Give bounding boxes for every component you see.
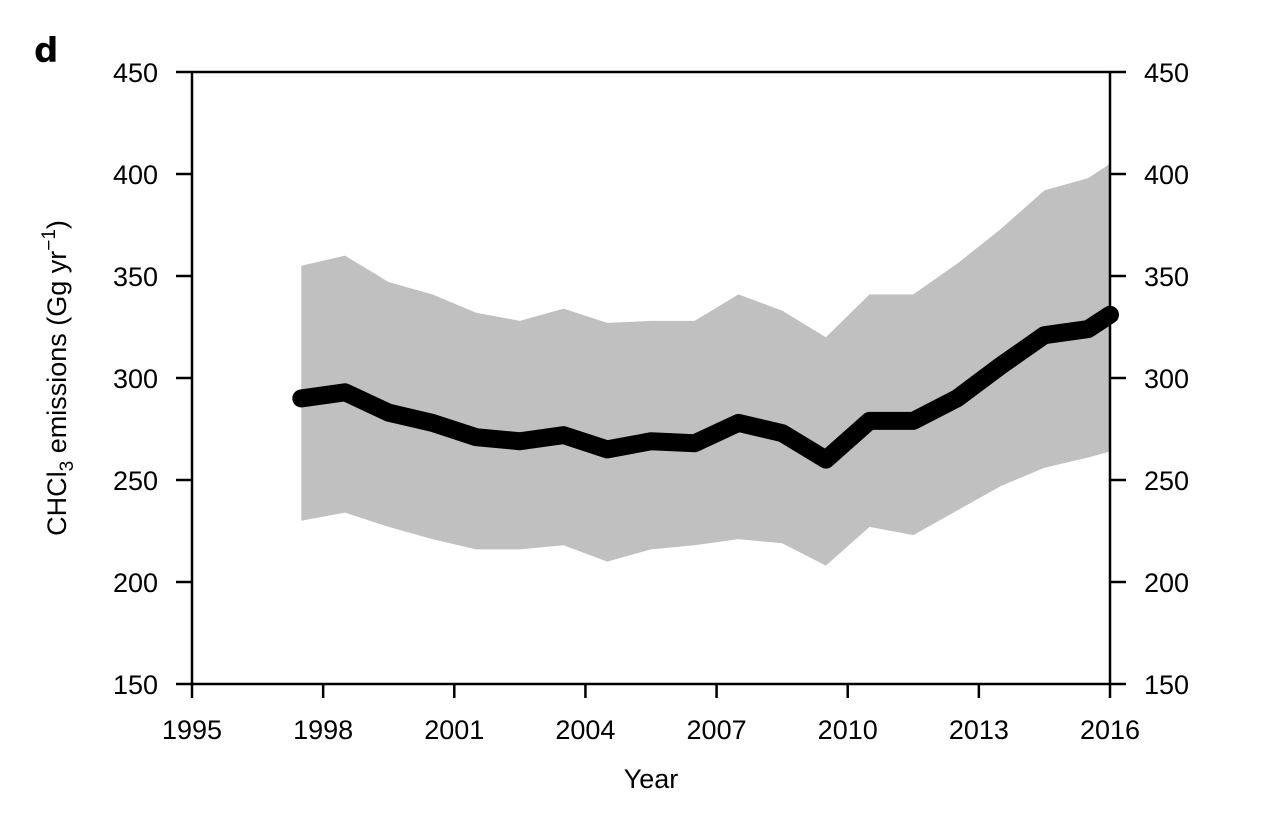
y-tick-label-left: 200: [113, 568, 158, 598]
x-tick-label: 2010: [818, 715, 878, 745]
y-tick-label-right: 350: [1144, 262, 1189, 292]
y-tick-label-right: 250: [1144, 466, 1189, 496]
y-tick-label-right: 150: [1144, 670, 1189, 700]
mean-emissions-point: [693, 442, 696, 445]
x-tick-label: 2004: [555, 715, 615, 745]
mean-emissions-point: [300, 397, 303, 400]
mean-emissions-point: [387, 411, 390, 414]
mean-emissions-point: [1043, 334, 1046, 337]
y-tick-label-left: 250: [113, 466, 158, 496]
y-tick-label-right: 200: [1144, 568, 1189, 598]
mean-emissions-point: [431, 421, 434, 424]
x-tick-label: 2013: [949, 715, 1009, 745]
y-axis-title: CHCl3 emissions (Gg yr−1): [39, 220, 78, 536]
mean-emissions-point: [650, 440, 652, 443]
mean-emissions-line: [292, 305, 1119, 469]
x-tick-label: 1995: [162, 715, 222, 745]
x-axis-title: Year: [624, 764, 679, 794]
panel-label: d: [34, 31, 58, 71]
y-axis-title-sub: 3: [57, 461, 78, 472]
y-axis-title-mid: emissions (Gg yr: [42, 251, 72, 461]
mean-emissions-point: [475, 436, 478, 439]
mean-emissions-point: [344, 391, 346, 394]
y-tick-label-left: 400: [113, 160, 158, 190]
mean-emissions-point: [518, 440, 521, 443]
y-axis-title-pre: CHCl: [42, 471, 72, 536]
mean-emissions-point: [912, 419, 915, 422]
mean-emissions-point: [868, 419, 871, 422]
y-tick-label-right: 300: [1144, 364, 1189, 394]
y-axis-title-sup: −1: [39, 229, 60, 251]
mean-emissions-point: [606, 448, 609, 451]
uncertainty-band: [301, 163, 1110, 566]
x-tick-label: 1998: [293, 715, 353, 745]
mean-emissions-point: [956, 397, 958, 400]
y-tick-label-right: 400: [1144, 160, 1189, 190]
y-tick-label-left: 150: [113, 670, 158, 700]
x-tick-label: 2001: [424, 715, 484, 745]
y-tick-label-right: 450: [1144, 58, 1189, 88]
mean-emissions-point: [824, 458, 827, 461]
mean-emissions-point: [737, 421, 740, 424]
x-tick-label: 2016: [1080, 715, 1140, 745]
y-tick-label-left: 300: [113, 364, 158, 394]
mean-emissions-point: [999, 364, 1002, 367]
x-tick-label: 2007: [687, 715, 747, 745]
y-tick-label-left: 450: [113, 58, 158, 88]
mean-emissions-point: [781, 432, 784, 435]
mean-emissions-point: [562, 434, 565, 437]
mean-emissions-point: [1087, 328, 1090, 331]
y-axis-title-post: ): [42, 220, 72, 229]
y-tick-label-left: 350: [113, 262, 158, 292]
